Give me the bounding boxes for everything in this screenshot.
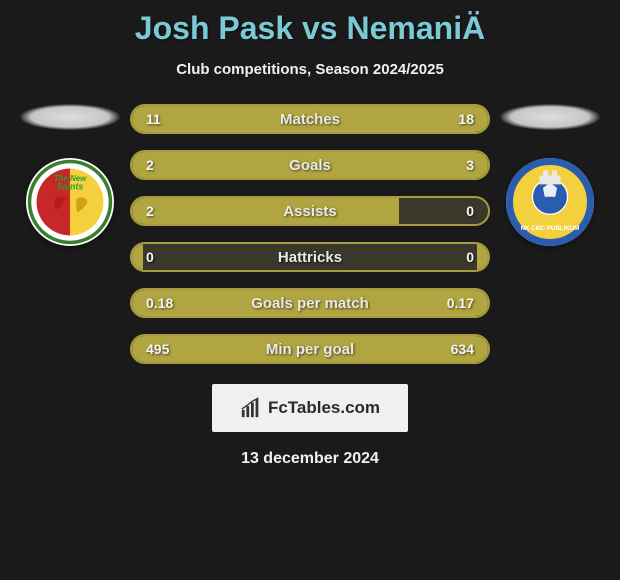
left-player-col: The New Saints [10, 104, 130, 246]
stat-label: Goals [132, 152, 488, 178]
subtitle: Club competitions, Season 2024/2025 [0, 61, 620, 78]
svg-text:NK CMC PUBLIKUM: NK CMC PUBLIKUM [521, 225, 580, 232]
crest-right-icon: NK CMC PUBLIKUM [506, 158, 594, 246]
brand-text: FcTables.com [268, 398, 380, 418]
player-silhouette-left [20, 104, 120, 130]
stat-bar: 1118Matches [130, 104, 490, 134]
svg-text:Saints: Saints [57, 182, 84, 192]
stat-bar: 23Goals [130, 150, 490, 180]
stat-label: Min per goal [132, 336, 488, 362]
stat-bar: 00Hattricks [130, 242, 490, 272]
stat-bar: 495634Min per goal [130, 334, 490, 364]
stats-column: 1118Matches 23Goals 20Assists 00Hattricks 0.… [130, 104, 490, 364]
comparison-body: The New Saints 1118Matches 23Goals 20Assis… [0, 104, 620, 364]
date-line: 13 december 2024 [0, 450, 620, 468]
fctables-logo-icon [240, 397, 262, 419]
stat-bar: 0.180.17Goals per match [130, 288, 490, 318]
crest-left-icon: The New Saints [26, 158, 114, 246]
brand-badge[interactable]: FcTables.com [212, 384, 408, 432]
stat-label: Hattricks [132, 244, 488, 270]
player-silhouette-right [500, 104, 600, 130]
stat-bar: 20Assists [130, 196, 490, 226]
page-title: Josh Pask vs NemaniÄ [0, 0, 620, 47]
right-player-col: NK CMC PUBLIKUM [490, 104, 610, 246]
crest-left: The New Saints [26, 158, 114, 246]
stat-label: Matches [132, 106, 488, 132]
crest-right: NK CMC PUBLIKUM [506, 158, 594, 246]
stat-label: Assists [132, 198, 488, 224]
stat-label: Goals per match [132, 290, 488, 316]
